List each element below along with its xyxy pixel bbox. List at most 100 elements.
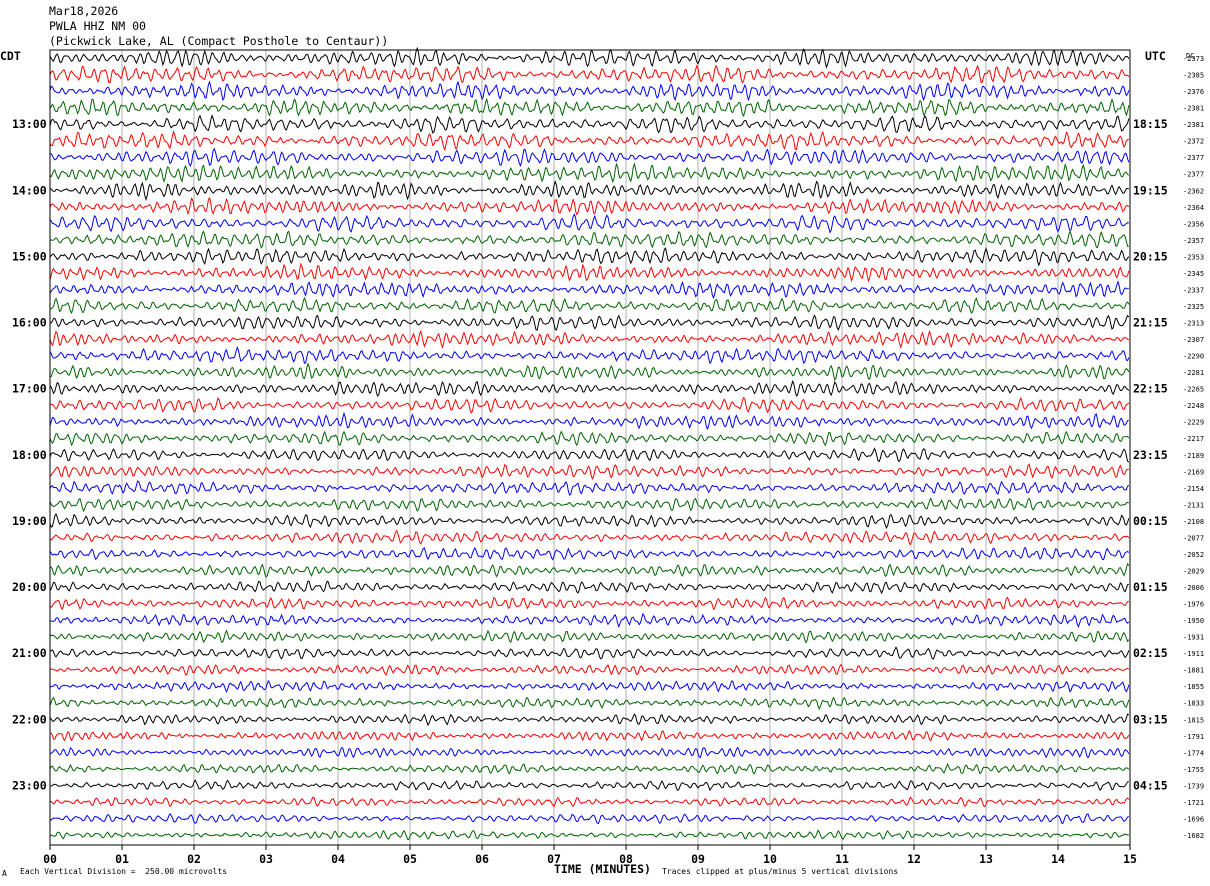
dc-offset-label: -1682: [1183, 832, 1204, 840]
dc-offset-label: -1815: [1183, 716, 1204, 724]
trace-line: [49, 629, 1130, 644]
trace-line: [49, 296, 1130, 315]
dc-offset-label: -2377: [1183, 154, 1204, 162]
dc-offset-label: -2077: [1183, 534, 1204, 542]
trace-line: [49, 162, 1130, 184]
left-hour-label: 23:00: [12, 778, 47, 792]
dc-offset-label: -2131: [1183, 501, 1204, 509]
left-hour-label: 13:00: [12, 117, 47, 131]
dc-offset-label: -2376: [1183, 88, 1204, 96]
dc-label: DC: [1186, 52, 1194, 60]
dc-offset-label: -2265: [1183, 386, 1204, 394]
dc-offset-label: -2189: [1183, 452, 1204, 460]
x-tick-label: 09: [691, 852, 705, 866]
dc-offset-label: -2229: [1183, 419, 1204, 427]
dc-offset-label: -2345: [1183, 270, 1204, 278]
trace-line: [49, 147, 1130, 167]
hour-labels: 13:00 18:15 14:00 19:15 15:00 20:15 16:00 21:15…: [12, 117, 1168, 792]
clip-note: Traces clipped at plus/minus 5 vertical …: [662, 867, 899, 876]
trace-line: [49, 329, 1130, 349]
trace-line: [49, 411, 1129, 430]
date-label: Mar18,2026: [49, 4, 119, 18]
right-timezone-label: UTC: [1145, 49, 1166, 63]
trace-line: [49, 497, 1130, 513]
right-hour-label: 20:15: [1133, 249, 1168, 263]
dc-offset-label: -2337: [1183, 286, 1204, 294]
x-tick-label: 06: [475, 852, 489, 866]
right-hour-label: 02:15: [1133, 646, 1168, 660]
dc-offset-label: -1911: [1183, 650, 1204, 658]
left-hour-label: 20:00: [12, 580, 47, 594]
left-hour-label: 17:00: [12, 382, 47, 396]
dc-offset-label: -2325: [1183, 303, 1204, 311]
trace-line: [49, 663, 1130, 676]
right-hour-label: 03:15: [1133, 712, 1168, 726]
dc-offset-label: -2385: [1183, 72, 1204, 80]
x-tick-label: 04: [331, 852, 345, 866]
dc-offset-label: -1881: [1183, 667, 1204, 675]
trace-line: [49, 262, 1130, 283]
right-hour-label: 04:15: [1133, 778, 1168, 792]
x-tick-label: 00: [43, 852, 57, 866]
trace-line: [49, 779, 1129, 792]
dc-offset-label: -2248: [1183, 402, 1204, 410]
dc-offset-label: -2217: [1183, 435, 1204, 443]
trace-group: -2373 -2385 -2376 -2381 -2381 -2372 -2377 -2377…: [49, 46, 1204, 841]
x-tick-label: 03: [259, 852, 273, 866]
dc-offset-label: -1696: [1183, 815, 1204, 823]
trace-line: [49, 64, 1130, 84]
dc-offset-label: -1931: [1183, 634, 1204, 642]
right-hour-label: 19:15: [1133, 183, 1168, 197]
x-tick-label: 01: [115, 852, 129, 866]
x-axis-ticks: 00 01 02 03 04 05 06 07 08 09 10 11 12 13 14 15: [43, 845, 1137, 866]
trace-line: [49, 463, 1129, 481]
x-tick-label: 05: [403, 852, 417, 866]
trace-line: [49, 447, 1130, 463]
trace-line: [49, 580, 1129, 595]
trace-line: [49, 129, 1129, 152]
trace-line: [49, 346, 1130, 365]
dc-offset-label: -2372: [1183, 138, 1204, 146]
dc-offset-label: -2373: [1183, 55, 1204, 63]
dc-offset-label: -2357: [1183, 237, 1204, 245]
trace-line: [49, 546, 1130, 561]
dc-offset-label: -1739: [1183, 782, 1204, 790]
trace-line: [49, 280, 1130, 299]
dc-offset-label: -1950: [1183, 617, 1204, 625]
dc-offset-label: -1976: [1183, 601, 1204, 609]
x-tick-label: 10: [763, 852, 777, 866]
trace-line: [49, 829, 1129, 841]
plot-frame: [49, 49, 1131, 846]
left-timezone-label: CDT: [0, 49, 21, 63]
left-hour-label: 22:00: [12, 712, 47, 726]
dc-offset-label: -2154: [1183, 485, 1204, 493]
left-hour-label: 15:00: [12, 249, 47, 263]
dc-offset-label: -2362: [1183, 187, 1204, 195]
dc-offset-label: -2307: [1183, 336, 1204, 344]
trace-line: [49, 314, 1130, 331]
trace-line: [49, 646, 1130, 660]
trace-line: [49, 679, 1130, 693]
dc-offset-label: -2290: [1183, 353, 1204, 361]
x-axis-title: TIME (MINUTES): [554, 862, 651, 876]
station-label: PWLA HHZ NM 00: [49, 19, 146, 33]
trace-line: [49, 796, 1130, 808]
minute-gridlines: [121, 50, 1059, 845]
trace-line: [49, 46, 1130, 69]
dc-offset-label: -2029: [1183, 567, 1204, 575]
trace-line: [49, 213, 1129, 234]
right-hour-label: 23:15: [1133, 448, 1168, 462]
trace-line: [49, 713, 1130, 727]
left-hour-label: 18:00: [12, 448, 47, 462]
dc-offset-label: -2381: [1183, 105, 1204, 113]
x-tick-label: 08: [619, 852, 633, 866]
right-hour-label: 22:15: [1133, 382, 1168, 396]
dc-offset-label: -2052: [1183, 551, 1204, 559]
location-label: (Pickwick Lake, AL (Compact Posthole to …: [49, 34, 389, 48]
left-hour-label: 21:00: [12, 646, 47, 660]
dc-offset-label: -2356: [1183, 220, 1204, 228]
trace-line: [49, 612, 1130, 629]
trace-line: [49, 247, 1130, 267]
dc-offset-label: -2169: [1183, 468, 1204, 476]
dc-offset-label: -1855: [1183, 683, 1204, 691]
